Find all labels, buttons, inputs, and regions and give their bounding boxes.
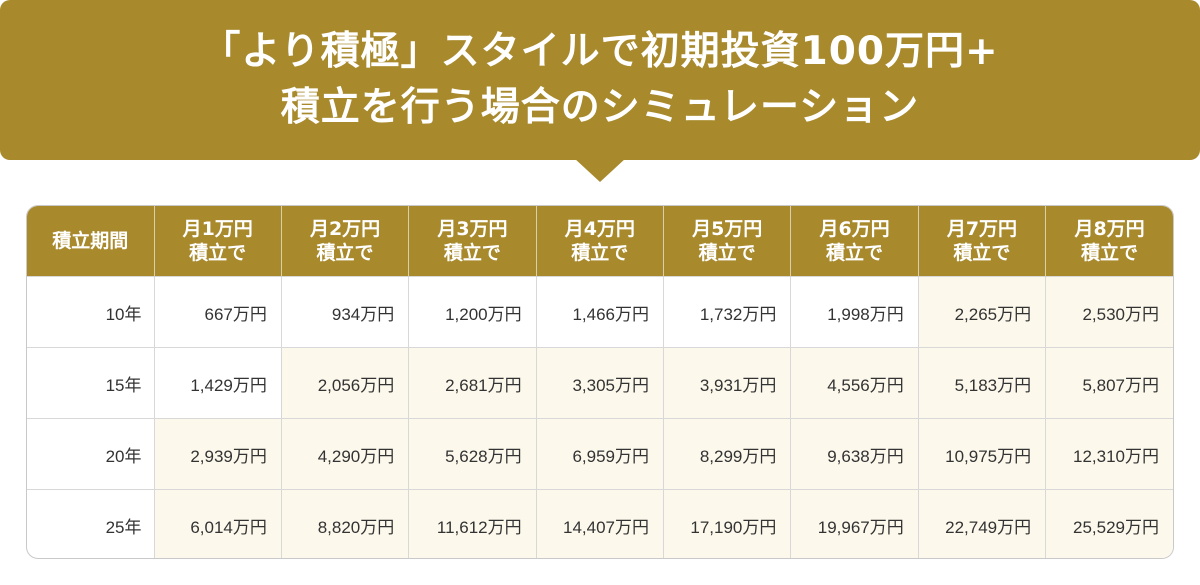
header-amount: 月8万円 — [1074, 218, 1145, 240]
header-suffix: 積立で — [826, 242, 884, 264]
header-suffix: 積立で — [571, 242, 629, 264]
header-monthly-1: 月1万円 積立で — [154, 206, 282, 277]
header-monthly-8: 月8万円 積立で — [1045, 206, 1173, 277]
value-cell: 934万円 — [281, 276, 410, 348]
value-cell: 5,628万円 — [408, 418, 537, 490]
value-cell: 2,939万円 — [154, 418, 282, 490]
value-cell: 3,931万円 — [663, 347, 792, 419]
header-suffix: 積立で — [443, 242, 501, 264]
header-amount: 月7万円 — [946, 218, 1018, 240]
title-line-2: 積立を行う場合のシミュレーション — [280, 85, 920, 130]
value-cell: 10,975万円 — [918, 418, 1047, 490]
value-cell: 1,732万円 — [663, 276, 792, 348]
value-cell: 1,466万円 — [536, 276, 665, 348]
value-cell: 11,612万円 — [408, 489, 537, 558]
value-cell: 2,530万円 — [1045, 276, 1173, 348]
header-monthly-3: 月3万円 積立で — [408, 206, 537, 277]
table-header-row: 積立期間 月1万円 積立で 月2万円 積立で 月3万円 積立で 月4万円 積立で 月5万… — [27, 206, 1173, 277]
value-cell: 8,299万円 — [663, 418, 792, 490]
period-cell: 20年 — [27, 418, 155, 490]
title-banner: 「より積極」スタイルで初期投資100万円+ 積立を行う場合のシミュレーション — [0, 0, 1200, 160]
value-cell: 4,290万円 — [281, 418, 410, 490]
value-cell: 2,681万円 — [408, 347, 537, 419]
header-monthly-7: 月7万円 積立で — [918, 206, 1047, 277]
value-cell: 6,959万円 — [536, 418, 665, 490]
value-cell: 3,305万円 — [536, 347, 665, 419]
table-row: 20年 2,939万円 4,290万円 5,628万円 6,959万円 8,29… — [27, 418, 1173, 490]
value-cell: 667万円 — [154, 276, 282, 348]
value-cell: 6,014万円 — [154, 489, 282, 558]
table-row: 15年 1,429万円 2,056万円 2,681万円 3,305万円 3,93… — [27, 347, 1173, 419]
period-cell: 25年 — [27, 489, 155, 558]
value-cell: 19,967万円 — [790, 489, 919, 558]
title-line-1: 「より積極」スタイルで初期投資100万円+ — [201, 29, 999, 74]
header-amount: 月1万円 — [182, 218, 253, 240]
value-cell: 25,529万円 — [1045, 489, 1173, 558]
value-cell: 4,556万円 — [790, 347, 919, 419]
header-monthly-6: 月6万円 積立で — [790, 206, 919, 277]
header-amount: 月6万円 — [819, 218, 890, 240]
value-cell: 22,749万円 — [918, 489, 1047, 558]
header-amount: 月2万円 — [309, 218, 381, 240]
header-amount: 月5万円 — [692, 218, 763, 240]
value-cell: 5,183万円 — [918, 347, 1047, 419]
value-cell: 1,998万円 — [790, 276, 919, 348]
header-suffix: 積立で — [1081, 242, 1139, 264]
simulation-table-container: 積立期間 月1万円 積立で 月2万円 積立で 月3万円 積立で 月4万円 積立で 月5万… — [26, 205, 1174, 559]
table-row: 25年 6,014万円 8,820万円 11,612万円 14,407万円 17… — [27, 489, 1173, 558]
value-cell: 2,056万円 — [281, 347, 410, 419]
value-cell: 12,310万円 — [1045, 418, 1173, 490]
value-cell: 1,429万円 — [154, 347, 282, 419]
header-suffix: 積立で — [953, 242, 1011, 264]
header-suffix: 積立で — [698, 242, 756, 264]
header-amount: 月3万円 — [437, 218, 508, 240]
value-cell: 5,807万円 — [1045, 347, 1173, 419]
banner-pointer-arrow — [574, 158, 626, 182]
header-suffix: 積立で — [189, 242, 247, 264]
value-cell: 2,265万円 — [918, 276, 1047, 348]
header-monthly-5: 月5万円 積立で — [663, 206, 792, 277]
period-cell: 15年 — [27, 347, 155, 419]
header-amount: 月4万円 — [564, 218, 635, 240]
value-cell: 9,638万円 — [790, 418, 919, 490]
table-row: 10年 667万円 934万円 1,200万円 1,466万円 1,732万円 … — [27, 276, 1173, 348]
value-cell: 8,820万円 — [281, 489, 410, 558]
value-cell: 17,190万円 — [663, 489, 792, 558]
header-monthly-4: 月4万円 積立で — [536, 206, 665, 277]
value-cell: 1,200万円 — [408, 276, 537, 348]
simulation-table: 積立期間 月1万円 積立で 月2万円 積立で 月3万円 積立で 月4万円 積立で 月5万… — [27, 206, 1173, 558]
header-suffix: 積立で — [316, 242, 374, 264]
header-monthly-2: 月2万円 積立で — [281, 206, 410, 277]
period-cell: 10年 — [27, 276, 155, 348]
value-cell: 14,407万円 — [536, 489, 665, 558]
header-period: 積立期間 — [27, 206, 155, 277]
